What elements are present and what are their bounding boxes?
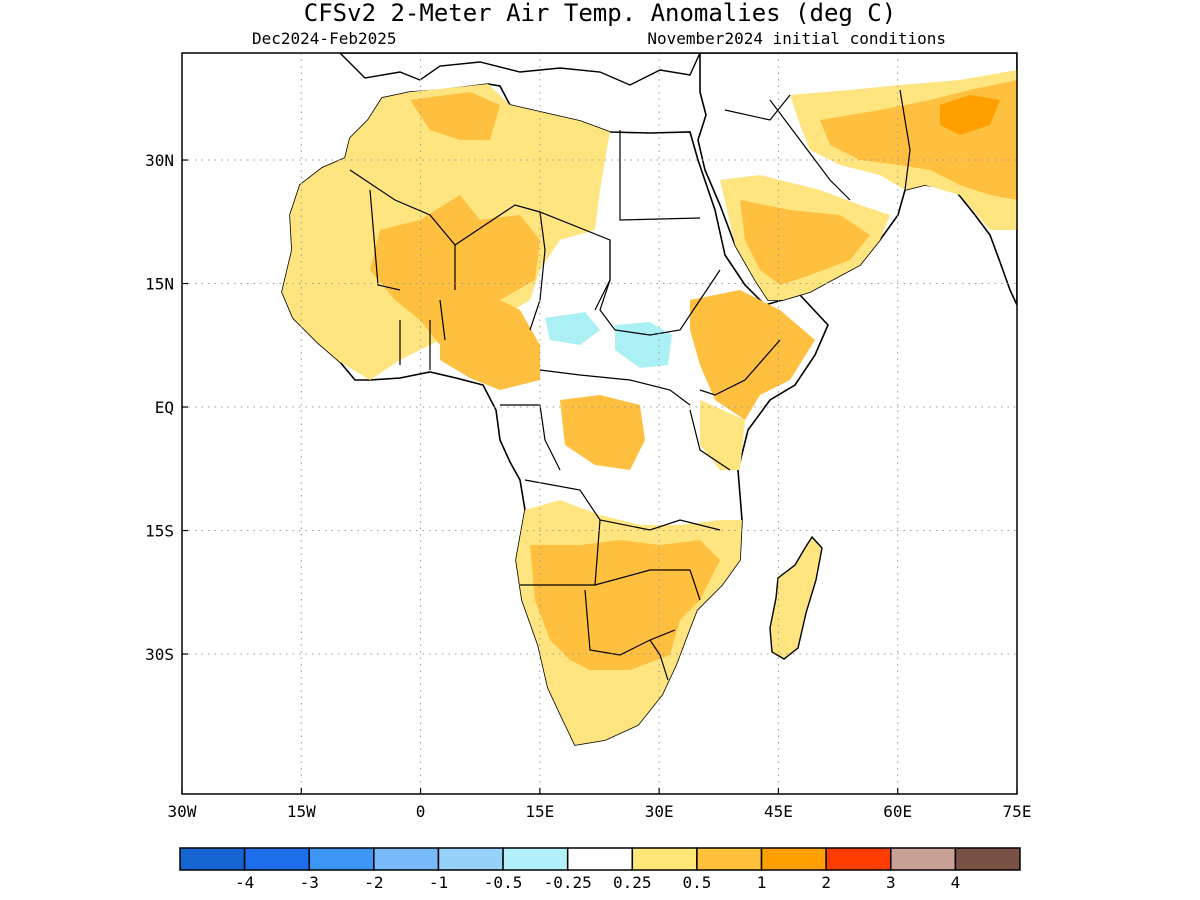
initial-conditions-label: November2024 initial conditions — [647, 29, 946, 48]
lat-tick-label: 15N — [145, 275, 174, 294]
lon-tick-label: 75E — [1003, 802, 1032, 821]
lat-tick-label: EQ — [155, 398, 174, 417]
legend-label: -1 — [429, 873, 448, 892]
legend-swatch — [696, 847, 763, 871]
border-line — [500, 404, 561, 471]
border-line — [599, 240, 721, 336]
border-line — [529, 211, 546, 331]
cool-region-chad — [545, 312, 600, 345]
legend-label: -3 — [300, 873, 319, 892]
legend-label: 0.25 — [613, 873, 652, 892]
legend-label: -4 — [235, 873, 254, 892]
border-line — [539, 369, 691, 406]
legend-label: 4 — [951, 873, 961, 892]
border-line — [399, 299, 446, 370]
legend-label: -0.25 — [544, 873, 592, 892]
legend-label: 3 — [886, 873, 896, 892]
legend-label: -2 — [364, 873, 383, 892]
legend-label: -0.5 — [484, 873, 523, 892]
warm-region-afghanistan-strong — [940, 95, 1000, 135]
warm-region-maghreb-medium — [410, 92, 500, 140]
valid-period-label: Dec2024-Feb2025 — [252, 29, 397, 48]
lat-tick-label: 30N — [145, 151, 174, 170]
chart-title: CFSv2 2-Meter Air Temp. Anomalies (deg C… — [304, 0, 896, 27]
lon-tick-label: 45E — [764, 802, 793, 821]
warm-region-west-africa-medium — [440, 295, 540, 390]
lon-tick-label: 15E — [525, 802, 554, 821]
legend-swatch — [179, 847, 246, 871]
lon-tick-label: 30W — [168, 802, 197, 821]
lat-tick-label: 30S — [145, 645, 174, 664]
border-line — [689, 409, 731, 471]
border-line — [454, 204, 611, 311]
legend-label: 1 — [757, 873, 767, 892]
border-line — [524, 479, 721, 531]
country-borders — [349, 89, 911, 681]
border-line — [349, 169, 456, 290]
border-line — [649, 639, 669, 681]
legend-swatch — [890, 847, 957, 871]
map-gridlines — [182, 53, 1017, 794]
legend-swatch — [243, 847, 310, 871]
warm-region-horn-africa-medium — [690, 290, 815, 420]
legend-swatch — [373, 847, 440, 871]
border-line — [769, 99, 851, 201]
legend-swatch — [437, 847, 504, 871]
legend-swatch — [566, 847, 634, 871]
color-legend: -4 -3 -2 -1 -0.5 -0.25 0.25 0.5 1 2 3 4 — [179, 847, 1021, 892]
madagascar — [769, 535, 823, 660]
map-frame — [181, 52, 1018, 795]
europe-coast — [339, 53, 701, 86]
border-line — [699, 339, 781, 396]
legend-label: 0.5 — [682, 873, 711, 892]
lon-tick-label: 15W — [287, 802, 316, 821]
warm-region-southern-africa-medium — [530, 540, 720, 670]
warm-region-arabia-medium — [740, 200, 870, 285]
map-panel: 30W 15W 0 15E 30E 45E 60E 75E 30N 15N EQ 15S 30S — [145, 52, 1032, 821]
legend-swatch — [502, 847, 569, 871]
lon-tick-label: 60E — [883, 802, 912, 821]
border-line — [594, 569, 701, 601]
border-line — [619, 130, 701, 221]
latitude-tick-labels: 30N 15N EQ 15S 30S — [145, 151, 188, 664]
border-line — [724, 94, 791, 121]
lat-tick-label: 15S — [145, 522, 174, 541]
legend-swatch — [308, 847, 375, 871]
legend-swatch — [631, 847, 698, 871]
border-line — [899, 89, 911, 191]
legend-swatch — [760, 847, 827, 871]
longitude-tick-labels: 30W 15W 0 15E 30E 45E 60E 75E — [168, 788, 1032, 821]
lon-tick-label: 0 — [416, 802, 426, 821]
legend-swatch — [825, 847, 892, 871]
warm-region-east-africa-light — [700, 400, 745, 470]
warm-region-congo-medium — [560, 395, 645, 470]
lon-tick-label: 30E — [645, 802, 674, 821]
border-line — [369, 189, 401, 291]
legend-label: 2 — [821, 873, 831, 892]
border-line — [584, 589, 676, 656]
legend-swatch — [954, 847, 1021, 871]
